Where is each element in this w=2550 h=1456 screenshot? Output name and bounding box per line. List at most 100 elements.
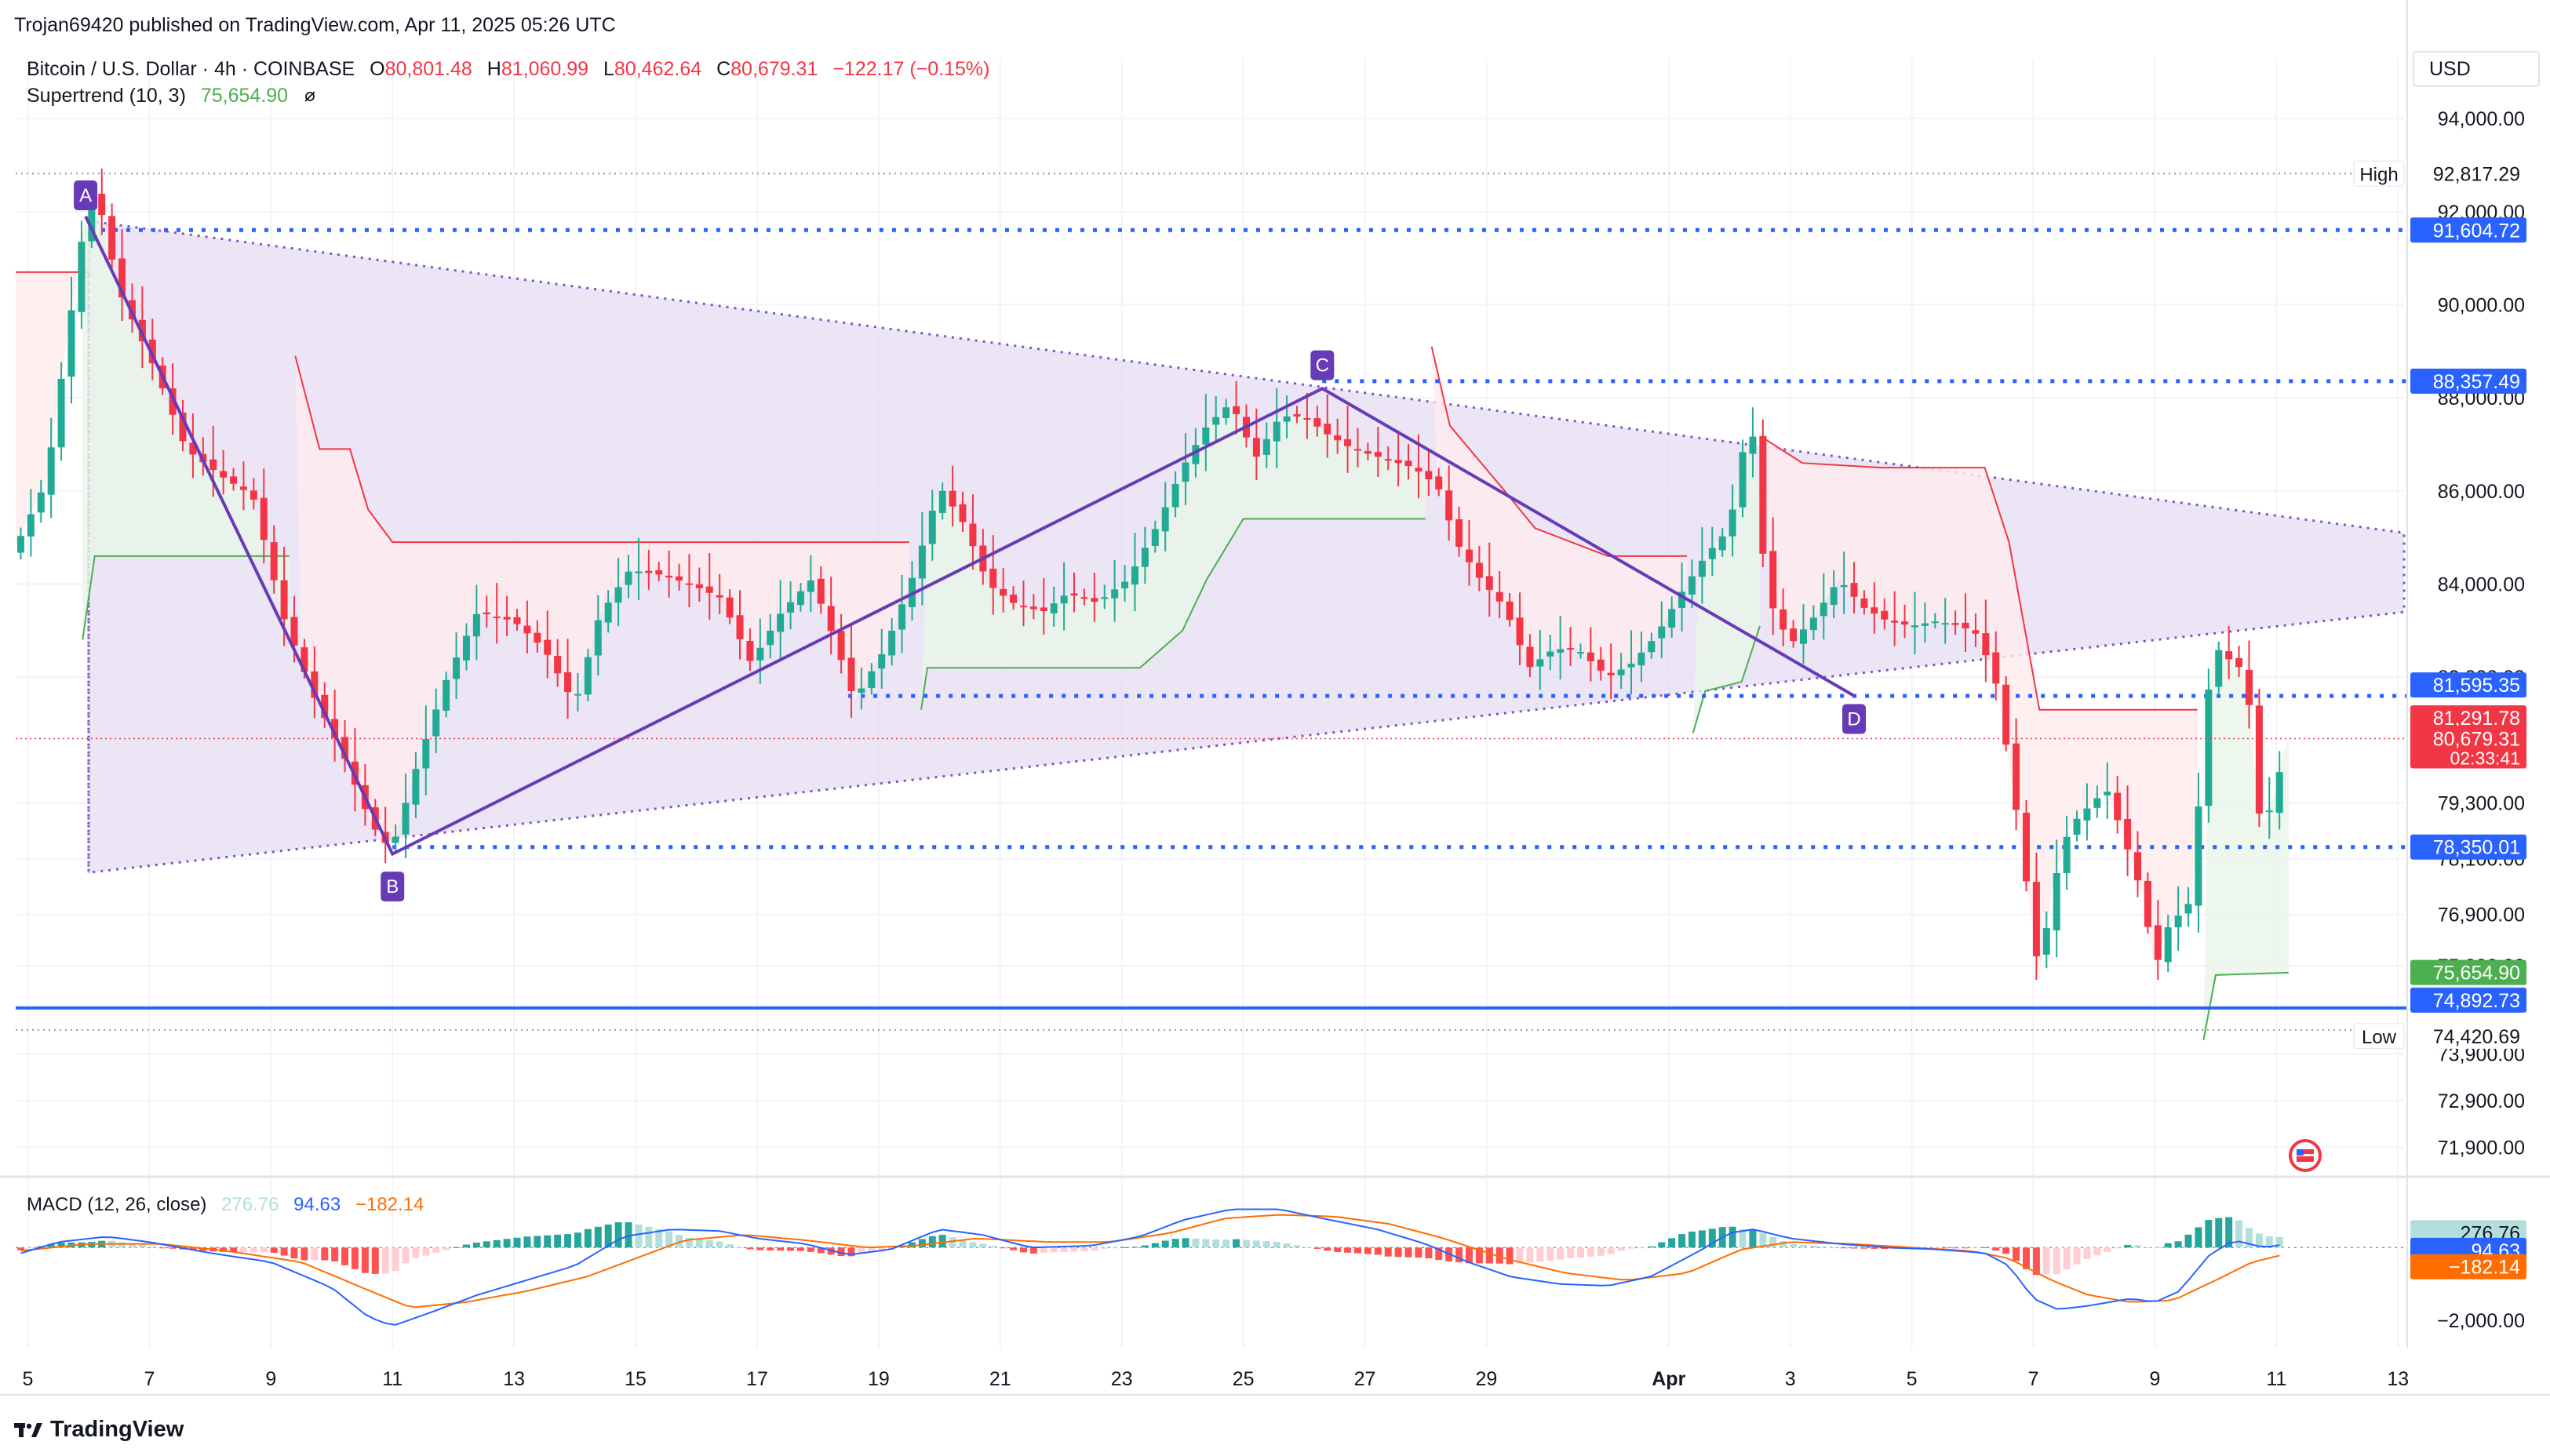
price-label[interactable]: 74,420.69 Low <box>2353 1023 2526 1050</box>
macd-hist-bar <box>949 1237 956 1248</box>
candle <box>2225 626 2233 680</box>
macd-hist-bar <box>716 1241 723 1248</box>
price-axis[interactable]: 94,000.0092,000.0090,000.0088,000.0086,0… <box>2353 108 2526 1159</box>
pattern-point-a[interactable]: A <box>74 180 98 211</box>
candle <box>1871 582 1878 634</box>
candle-body <box>2205 689 2213 806</box>
candle-body <box>1080 597 1088 599</box>
pattern-point-label: B <box>386 876 399 897</box>
candle-body <box>2164 927 2172 963</box>
candle-body <box>1678 592 1686 608</box>
pattern-point-d[interactable]: D <box>1842 704 1867 734</box>
candle <box>1668 596 1676 638</box>
pattern-point-marker <box>74 180 98 211</box>
triangle-pattern[interactable] <box>87 219 2406 874</box>
candle <box>422 705 430 795</box>
candle-body <box>280 580 288 620</box>
candle-body <box>341 737 349 759</box>
pattern-point-label: C <box>1316 355 1329 377</box>
time-axis[interactable]: 5 7 9 11 13 15 17 19 21 23 25 27 29 Apr 3 5 7 9 11 13 <box>23 1368 2410 1390</box>
currency-label[interactable]: USD <box>2429 58 2471 80</box>
us-flag-event-icon[interactable] <box>2289 1139 2322 1172</box>
candle <box>2205 668 2213 823</box>
macd-hist-bar <box>371 1247 379 1274</box>
candle <box>1212 395 1220 442</box>
symbol-title[interactable]: Bitcoin / U.S. Dollar · 4h · COINBASE <box>27 58 355 80</box>
abcd-path[interactable] <box>84 215 1856 857</box>
candle-body <box>938 490 946 513</box>
price-label[interactable]: 78,350.01 <box>2410 834 2526 860</box>
candle <box>311 646 319 719</box>
supertrend[interactable] <box>16 184 2289 1041</box>
candle-body <box>1435 476 1443 490</box>
ohlc-open-value: 80,801.48 <box>384 58 472 80</box>
price-label[interactable]: 91,604.72 <box>2410 217 2526 243</box>
macd-hist-bar <box>523 1236 531 1248</box>
price-label[interactable]: 74,892.73 <box>2410 987 2526 1013</box>
candle-body <box>949 490 956 507</box>
eye-off-icon[interactable] <box>303 89 317 104</box>
candle-body <box>868 671 876 688</box>
candle <box>1344 406 1352 473</box>
candle <box>1111 560 1119 622</box>
macd-hist-bar <box>2174 1241 2182 1248</box>
candle <box>1273 388 1280 468</box>
candle <box>938 482 946 520</box>
macd-hist-bar <box>1171 1239 1179 1248</box>
candle-body <box>574 693 581 696</box>
candle-body <box>2184 904 2192 914</box>
price-tick: 79,300.00 <box>2438 792 2525 814</box>
candle-body <box>1658 626 1666 639</box>
candle <box>796 583 804 612</box>
supertrend-label[interactable]: Supertrend (10, 3) <box>27 85 186 107</box>
macd-hist-bar <box>1698 1230 1706 1248</box>
candle-body <box>1586 652 1594 661</box>
candle-body <box>1891 621 1899 623</box>
price-label-box <box>2410 1023 2526 1049</box>
candle-body <box>2114 792 2122 821</box>
price-label[interactable]: 88,357.49 <box>2410 368 2526 394</box>
currency-button[interactable] <box>2413 51 2540 87</box>
price-label[interactable]: 81,291.78 <box>2410 705 2526 731</box>
pattern-point-b[interactable]: B <box>381 872 405 902</box>
footer-brand[interactable]: TradingView <box>14 1417 184 1443</box>
candle-body <box>1425 471 1433 479</box>
macd-hist-bar <box>1658 1242 1666 1248</box>
time-tick: 19 <box>868 1368 890 1390</box>
candle-body <box>513 617 521 624</box>
candle-body <box>2032 882 2040 957</box>
macd-hist-bar <box>1091 1247 1098 1251</box>
macd-hist-bar <box>1425 1247 1433 1259</box>
candle-body <box>88 196 96 242</box>
candle-body <box>503 617 511 620</box>
candle <box>1546 635 1554 670</box>
candle <box>1131 533 1138 612</box>
price-label[interactable]: 75,654.90 <box>2410 959 2526 985</box>
macd-hist-bar <box>1182 1238 1189 1248</box>
macd-hist-bar <box>554 1234 562 1248</box>
macd-hist-bar <box>220 1247 228 1252</box>
macd-hist-bar <box>381 1247 389 1274</box>
pattern-point-c[interactable]: C <box>1310 350 1335 380</box>
macd-label[interactable]: MACD (12, 26, close) <box>27 1194 207 1215</box>
macd-hist-bar <box>807 1247 814 1252</box>
candle-body <box>969 523 977 547</box>
candle <box>2104 762 2111 819</box>
candle-body <box>2225 651 2233 660</box>
price-label[interactable]: 81,595.35 <box>2410 672 2526 698</box>
candle <box>230 468 238 491</box>
candle-body <box>78 242 86 312</box>
macd-hist-bar <box>47 1243 55 1248</box>
candle <box>858 667 865 710</box>
macd-hist-bar <box>1151 1243 1159 1248</box>
candle <box>47 417 55 519</box>
macd-value-label[interactable]: −182.14 <box>2410 1254 2526 1279</box>
candle-body <box>422 739 430 769</box>
macd-hist-bar <box>2245 1228 2253 1248</box>
macd-tick: −2,000.00 <box>2437 1310 2525 1332</box>
price-label[interactable]: 92,817.29 High <box>2353 160 2526 187</box>
pattern-point-marker <box>1842 704 1867 734</box>
